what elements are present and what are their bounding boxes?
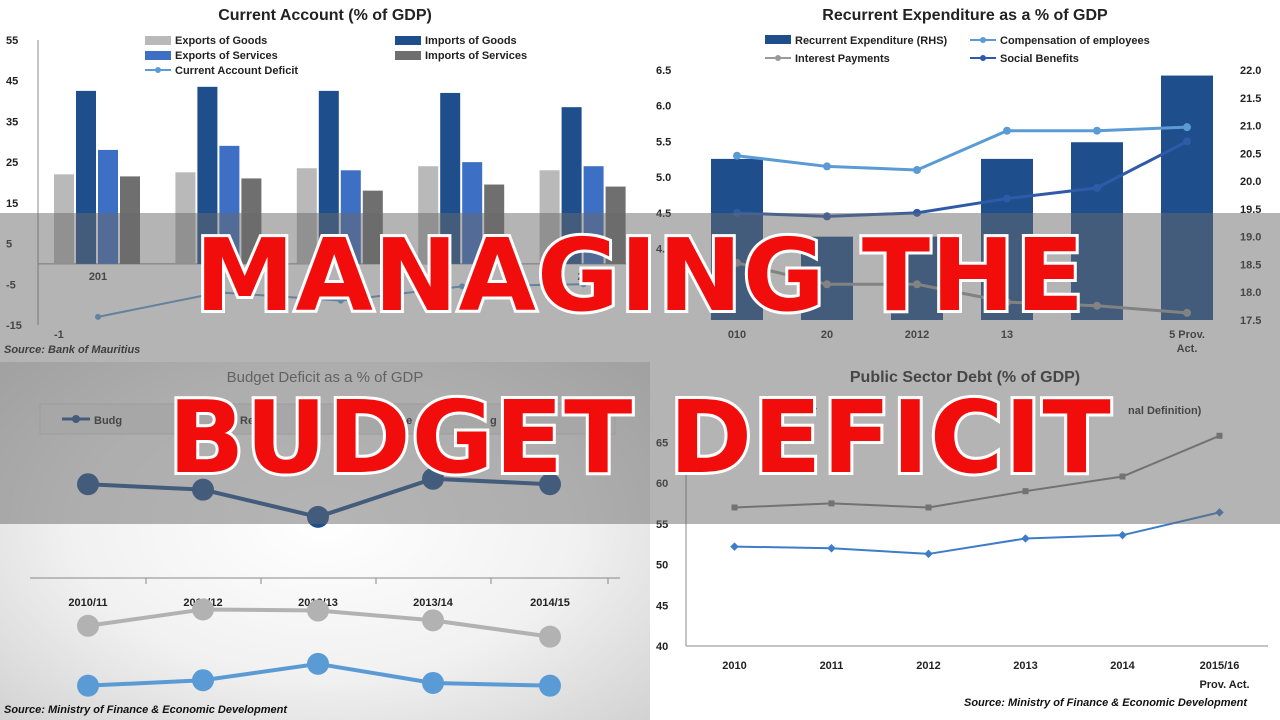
y-tick-label: 55 — [6, 35, 18, 47]
y-tick-label: 15 — [6, 198, 18, 210]
series-line — [736, 125, 1188, 172]
legend-label: Interest Payments — [795, 53, 890, 65]
y-tick-label-left: 5.5 — [656, 136, 671, 148]
legend-marker — [980, 55, 986, 61]
x-tick-label: 2014 — [1110, 660, 1135, 672]
data-point — [913, 166, 921, 174]
x-tick-label: 2011 — [820, 660, 844, 672]
headline-overlay-band — [0, 213, 1280, 524]
x-tick-label: 2015/16 — [1200, 660, 1240, 672]
headline-line-1: MANAGING THE — [192, 217, 1087, 334]
data-point — [730, 542, 739, 551]
data-point — [1093, 126, 1101, 135]
legend-label: Current Account Deficit — [175, 65, 298, 77]
data-point — [307, 599, 329, 622]
legend-swatch — [145, 51, 171, 60]
data-point — [1021, 534, 1030, 543]
y-tick-label-right: 21.0 — [1240, 121, 1261, 133]
legend-swatch — [395, 36, 421, 45]
x-tick-label: 2013/14 — [413, 597, 454, 609]
legend-marker — [775, 55, 781, 61]
data-point — [1093, 183, 1101, 192]
data-point — [1183, 123, 1191, 132]
y-tick-label: 45 — [656, 600, 668, 612]
legend-label: Recurrent Expenditure (RHS) — [795, 35, 948, 47]
y-tick-label-right: 20.0 — [1240, 176, 1261, 188]
legend-marker — [155, 67, 161, 73]
y-tick-label-right: 21.5 — [1240, 93, 1261, 105]
data-point — [192, 669, 214, 692]
data-point — [192, 598, 214, 621]
y-tick-label: 45 — [6, 76, 18, 88]
data-point — [77, 674, 99, 697]
y-tick-label: 35 — [6, 116, 18, 128]
legend-marker — [980, 37, 986, 43]
budget-deficit-source: Source: Ministry of Finance & Economic D… — [4, 704, 287, 716]
x-tick-label: 2010/11 — [68, 597, 107, 609]
data-point — [422, 671, 444, 694]
legend-label: Exports of Goods — [175, 35, 267, 47]
data-point — [539, 674, 561, 697]
series-line — [734, 511, 1220, 555]
y-tick-label: 50 — [656, 560, 668, 572]
y-tick-label-right: 20.5 — [1240, 148, 1261, 160]
y-tick-label-left: 5.0 — [656, 172, 671, 184]
legend-label: Exports of Services — [175, 50, 278, 62]
data-point — [1183, 137, 1191, 146]
legend-label: Imports of Goods — [425, 35, 517, 47]
legend-label: Social Benefits — [1000, 53, 1079, 65]
data-point — [823, 162, 831, 171]
x-tick-label: 2013 — [1013, 660, 1037, 672]
x-tick-label: 2014/15 — [530, 597, 570, 609]
legend-swatch — [395, 51, 421, 60]
data-point — [827, 543, 836, 553]
data-point — [1118, 530, 1127, 540]
x-tick-label: 2012 — [916, 660, 940, 672]
public-sector-debt-source: Source: Ministry of Finance & Economic D… — [964, 697, 1247, 709]
y-tick-label-right: 22.0 — [1240, 65, 1261, 77]
chart-title: Recurrent Expenditure as a % of GDP — [822, 7, 1108, 24]
data-point — [924, 549, 933, 559]
legend-label: Compensation of employees — [1000, 35, 1150, 47]
y-tick-label: 25 — [6, 157, 18, 169]
headline-line-2: BUDGET DEFICIT — [165, 379, 1114, 496]
x-tick-label: 2010 — [722, 660, 746, 672]
y-tick-label-left: 6.0 — [656, 101, 671, 113]
legend-label: Imports of Services — [425, 50, 527, 62]
data-point — [1003, 194, 1011, 203]
data-point — [77, 614, 99, 637]
data-point — [422, 609, 444, 632]
y-tick-label: 40 — [656, 641, 668, 653]
data-point — [1003, 126, 1011, 135]
x-tick-label-line2: Prov. Act. — [1199, 679, 1249, 691]
chart-title: Current Account (% of GDP) — [218, 7, 432, 24]
data-point — [733, 151, 741, 160]
y-tick-label-left: 6.5 — [656, 65, 671, 77]
y-tick-label-right: 19.5 — [1240, 204, 1261, 216]
legend-swatch — [765, 35, 791, 44]
data-point — [539, 625, 561, 648]
legend-swatch — [145, 36, 171, 45]
data-point — [307, 652, 329, 675]
